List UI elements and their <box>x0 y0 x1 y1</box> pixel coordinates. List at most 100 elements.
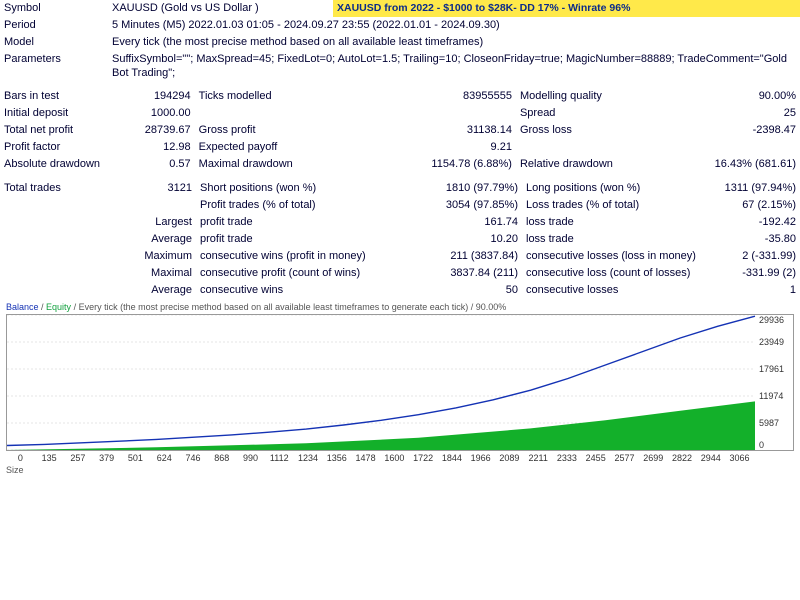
x-tick: 2211 <box>524 453 553 463</box>
stats-cell: 1000.00 <box>127 105 195 122</box>
x-tick: 135 <box>35 453 64 463</box>
stats-cell: consecutive profit (count of wins) <box>196 265 414 282</box>
x-tick: 379 <box>92 453 121 463</box>
x-tick: 868 <box>207 453 236 463</box>
stats-cell: 9.21 <box>409 139 516 156</box>
stats-cell: 161.74 <box>414 214 522 231</box>
x-tick: 1844 <box>437 453 466 463</box>
symbol-value: XAUUSD (Gold vs US Dollar ) <box>108 0 333 17</box>
title-banner: XAUUSD from 2022 - $1000 to $28K- DD 17%… <box>333 0 800 17</box>
x-tick: 1356 <box>322 453 351 463</box>
caption-sep: / <box>39 302 47 312</box>
x-tick: 2822 <box>668 453 697 463</box>
stats-row: Bars in test194294Ticks modelled83955555… <box>0 88 800 105</box>
stats-cell: 83955555 <box>409 88 516 105</box>
stats-cell: Gross loss <box>516 122 711 139</box>
stats-cell: Profit factor <box>0 139 127 156</box>
stats-cell: consecutive wins <box>196 282 414 299</box>
stats-cell: 67 (2.15%) <box>720 197 800 214</box>
stats-cell: Maximum <box>128 248 196 265</box>
stats-cell: Ticks modelled <box>195 88 409 105</box>
x-tick: 624 <box>150 453 179 463</box>
x-tick: 1722 <box>409 453 438 463</box>
period-value: 5 Minutes (M5) 2022.01.03 01:05 - 2024.0… <box>108 17 800 34</box>
stats-cell: 1154.78 (6.88%) <box>409 156 516 173</box>
stats-cell: 3054 (97.85%) <box>414 197 522 214</box>
x-tick: 2333 <box>553 453 582 463</box>
symbol-label: Symbol <box>0 0 108 17</box>
stats-row: Profit factor12.98Expected payoff9.21 <box>0 139 800 156</box>
stats-cell: 28739.67 <box>127 122 195 139</box>
stats-cell: consecutive wins (profit in money) <box>196 248 414 265</box>
period-label: Period <box>0 17 108 34</box>
banner-text: from 2022 - $1000 to $28K- DD 17% - Winr… <box>381 2 630 14</box>
caption-balance: Balance <box>6 302 39 312</box>
x-tick: 3066 <box>725 453 754 463</box>
stats-cell: Initial deposit <box>0 105 127 122</box>
stats-row: Profit trades (% of total)3054 (97.85%)L… <box>0 197 800 214</box>
size-label: Size <box>6 463 794 475</box>
stats-cell: 50 <box>414 282 522 299</box>
stats-cell: 12.98 <box>127 139 195 156</box>
x-tick: 1234 <box>294 453 323 463</box>
stats-cell: 1311 (97.94%) <box>720 180 800 197</box>
balance-chart: 2993623949179611197459870 <box>7 315 793 450</box>
model-label: Model <box>0 34 108 51</box>
x-axis-ticks: 0135257379501624746868990111212341356147… <box>6 451 754 463</box>
stats-cell <box>0 197 128 214</box>
stats-cell: Average <box>128 282 196 299</box>
stats-cell: Maximal drawdown <box>195 156 409 173</box>
stats-cell: 90.00% <box>711 88 800 105</box>
svg-text:5987: 5987 <box>759 418 779 428</box>
stats-row: Total trades3121Short positions (won %)1… <box>0 180 800 197</box>
stats-row: Maximumconsecutive wins (profit in money… <box>0 248 800 265</box>
stats-cell: Maximal <box>128 265 196 282</box>
stats-cell: Profit trades (% of total) <box>196 197 414 214</box>
stats-row: Initial deposit1000.00 Spread25 <box>0 105 800 122</box>
caption-rest: / Every tick (the most precise method ba… <box>71 302 506 312</box>
stats-row: Averageconsecutive wins50consecutive los… <box>0 282 800 299</box>
stats-cell: 3121 <box>128 180 196 197</box>
x-tick: 1478 <box>351 453 380 463</box>
stats-cell <box>0 282 128 299</box>
stats-row: Largestprofit trade161.74loss trade-192.… <box>0 214 800 231</box>
stats-row: Averageprofit trade10.20loss trade-35.80 <box>0 231 800 248</box>
stats-cell <box>711 139 800 156</box>
model-value: Every tick (the most precise method base… <box>108 34 800 51</box>
stats-cell <box>128 197 196 214</box>
x-tick: 501 <box>121 453 150 463</box>
params-label: Parameters <box>0 51 108 83</box>
x-tick: 1966 <box>466 453 495 463</box>
x-tick: 1600 <box>380 453 409 463</box>
stats-cell: 10.20 <box>414 231 522 248</box>
x-tick: 1112 <box>265 453 294 463</box>
stats-cell: Largest <box>128 214 196 231</box>
svg-text:29936: 29936 <box>759 315 784 325</box>
stats-cell: 3837.84 (211) <box>414 265 522 282</box>
stats-block-1: Bars in test194294Ticks modelled83955555… <box>0 88 800 172</box>
stats-row: Maximalconsecutive profit (count of wins… <box>0 265 800 282</box>
stats-cell: Spread <box>516 105 711 122</box>
stats-cell: -331.99 (2) <box>720 265 800 282</box>
stats-cell: -192.42 <box>720 214 800 231</box>
svg-text:17961: 17961 <box>759 364 784 374</box>
stats-cell: Total net profit <box>0 122 127 139</box>
stats-cell: Bars in test <box>0 88 127 105</box>
x-tick: 990 <box>236 453 265 463</box>
x-tick: 2577 <box>610 453 639 463</box>
stats-row: Absolute drawdown0.57Maximal drawdown115… <box>0 156 800 173</box>
stats-cell: consecutive loss (count of losses) <box>522 265 720 282</box>
stats-cell: Total trades <box>0 180 128 197</box>
stats-cell: 25 <box>711 105 800 122</box>
stats-cell <box>516 139 711 156</box>
x-tick: 2944 <box>696 453 725 463</box>
stats-row: Total net profit28739.67Gross profit3113… <box>0 122 800 139</box>
stats-cell: consecutive losses (loss in money) <box>522 248 720 265</box>
stats-cell: loss trade <box>522 231 720 248</box>
x-tick: 0 <box>6 453 35 463</box>
stats-cell: -35.80 <box>720 231 800 248</box>
stats-cell: Average <box>128 231 196 248</box>
stats-cell: Long positions (won %) <box>522 180 720 197</box>
stats-cell <box>0 248 128 265</box>
chart-box: 2993623949179611197459870 <box>6 314 794 451</box>
